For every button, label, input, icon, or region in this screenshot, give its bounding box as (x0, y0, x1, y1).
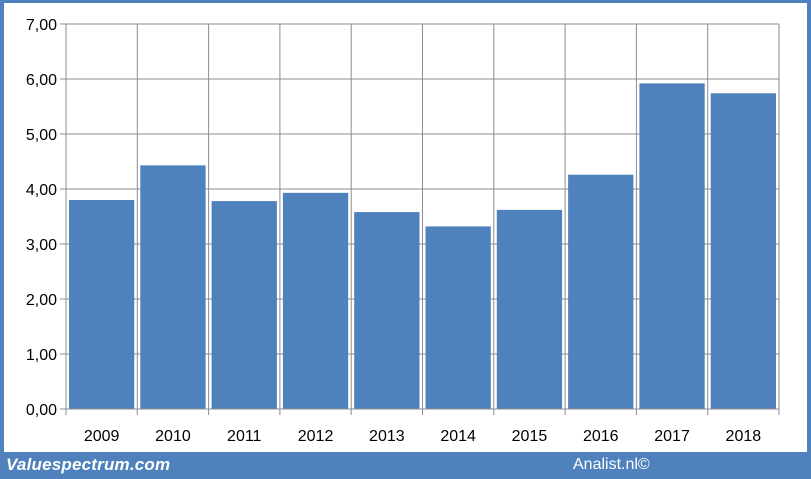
bar-2018 (710, 93, 776, 410)
y-tick-label: 3,00 (26, 237, 57, 254)
y-tick-label: 4,00 (26, 182, 57, 199)
bar-2015 (496, 209, 563, 409)
x-tick-label: 2012 (298, 428, 334, 445)
x-tick-label: 2017 (654, 428, 690, 445)
x-tick-label: 2015 (512, 428, 548, 445)
x-tick-label: 2010 (155, 428, 191, 445)
x-tick-label: 2016 (583, 428, 619, 445)
bar-2013 (354, 212, 420, 409)
x-tick-label: 2013 (369, 428, 405, 445)
y-tick-label: 7,00 (26, 17, 57, 34)
x-tick-label: 2009 (84, 428, 120, 445)
y-tick-label: 2,00 (26, 292, 57, 309)
bar-2009 (69, 200, 135, 409)
bar-2011 (211, 201, 277, 409)
y-tick-label: 5,00 (26, 127, 57, 144)
x-tick-label: 2018 (726, 428, 762, 445)
x-tick-label: 2011 (227, 428, 262, 445)
bar-2010 (140, 165, 206, 409)
bar-2014 (425, 226, 491, 409)
site-label: Valuespectrum.com (6, 455, 171, 474)
credit-label: Analist.nl© (573, 456, 650, 473)
bar-2017 (639, 83, 705, 410)
bar-2016 (568, 174, 634, 409)
y-tick-label: 6,00 (26, 72, 57, 89)
x-tick-label: 2014 (440, 428, 476, 445)
y-tick-label: 0,00 (26, 402, 57, 419)
bar-2012 (282, 192, 349, 409)
y-tick-label: 1,00 (26, 347, 57, 364)
